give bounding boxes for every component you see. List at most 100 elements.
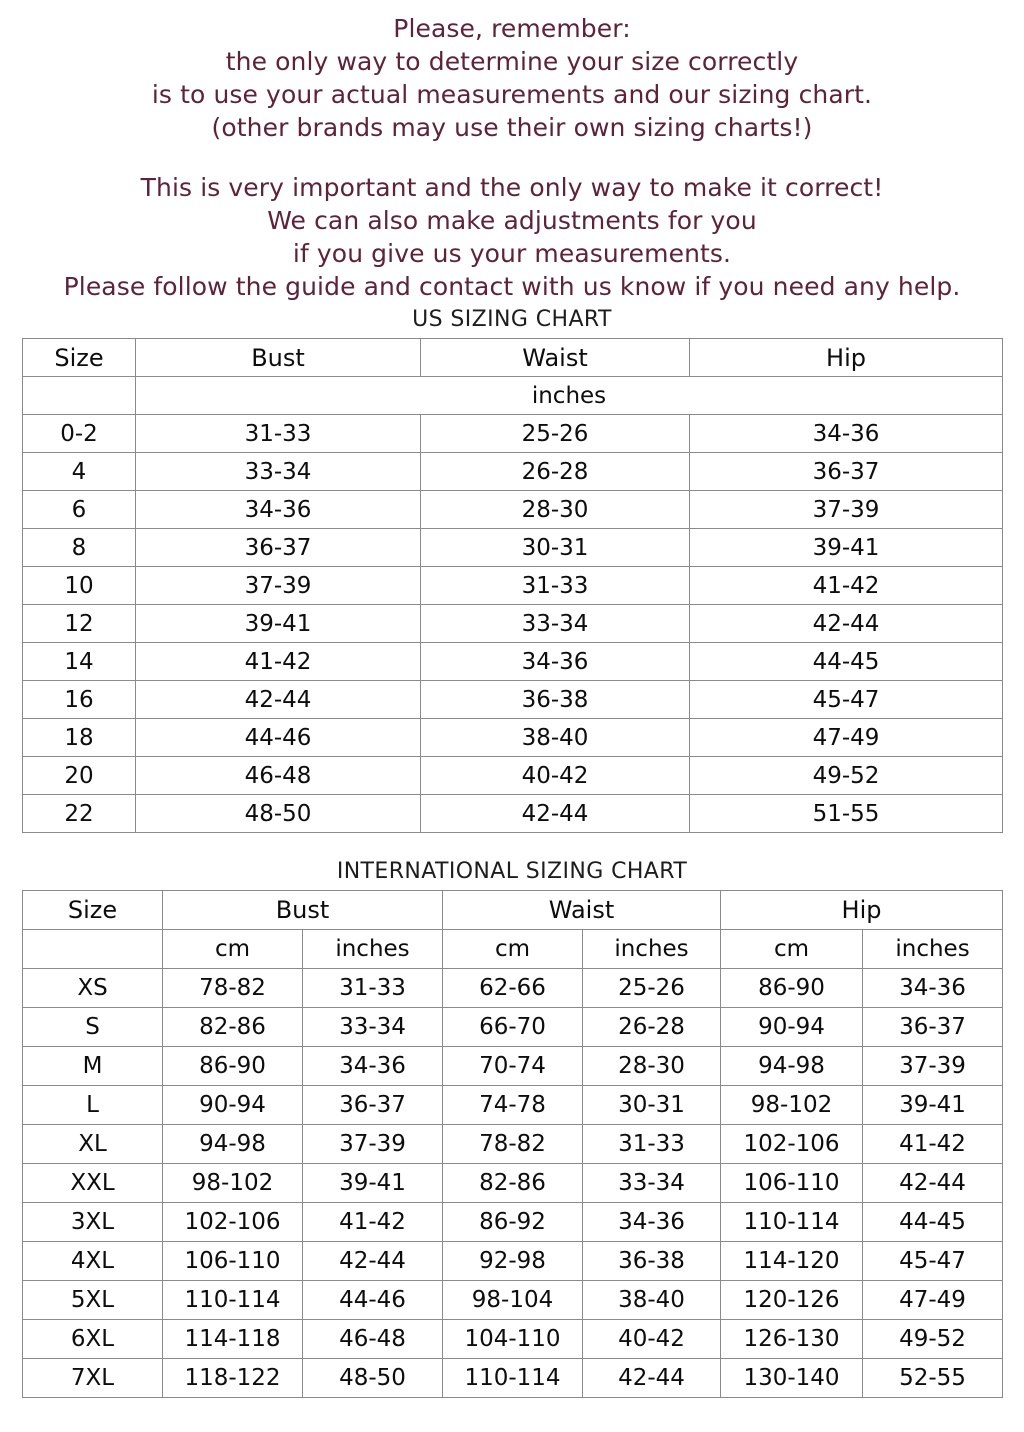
table-row: 20 46-48 40-42 49-52 bbox=[22, 756, 1003, 795]
table-row: 16 42-44 36-38 45-47 bbox=[22, 680, 1003, 719]
intl-cell-size: M bbox=[22, 1046, 163, 1086]
intl-cell-bust-in: 37-39 bbox=[302, 1124, 443, 1164]
table-row: S 82-86 33-34 66-70 26-28 90-94 36-37 bbox=[22, 1007, 1004, 1047]
us-chart-container: Size Bust Waist Hip inches 0-2 31-33 25-26… bbox=[0, 338, 1024, 833]
intl-cell-hip-cm: 130-140 bbox=[720, 1358, 864, 1398]
intl-cell-waist-cm: 104-110 bbox=[442, 1319, 583, 1359]
us-chart-title: US SIZING CHART bbox=[412, 307, 612, 332]
intl-cell-hip-in: 37-39 bbox=[862, 1046, 1004, 1086]
intl-cell-hip-cm: 90-94 bbox=[720, 1007, 864, 1047]
us-table-head: Size Bust Waist Hip inches bbox=[22, 338, 1003, 415]
intl-cell-bust-cm: 78-82 bbox=[162, 968, 303, 1008]
intl-cell-waist-in: 38-40 bbox=[581, 1280, 722, 1320]
intl-cell-waist-cm: 86-92 bbox=[442, 1202, 583, 1242]
intl-cell-waist-cm: 98-104 bbox=[442, 1280, 583, 1320]
intl-cell-hip-cm: 120-126 bbox=[720, 1280, 864, 1320]
intl-cell-waist-in: 34-36 bbox=[581, 1202, 722, 1242]
us-cell-hip: 45-47 bbox=[689, 680, 1003, 719]
us-cell-size: 22 bbox=[22, 794, 136, 833]
intl-cell-waist-in: 42-44 bbox=[581, 1358, 722, 1398]
intro-line: the only way to determine your size corr… bbox=[225, 47, 799, 76]
intl-cell-bust-cm: 82-86 bbox=[162, 1007, 303, 1047]
us-cell-waist: 26-28 bbox=[420, 452, 690, 491]
intl-sub-bust-in: inches bbox=[302, 929, 443, 969]
us-cell-hip: 34-36 bbox=[689, 414, 1003, 453]
intro-blank-line bbox=[0, 144, 1024, 171]
intl-table-body: XS 78-82 31-33 62-66 25-26 86-90 34-36 S 82-86 33… bbox=[22, 968, 1004, 1398]
intl-col-header-bust: Bust bbox=[162, 890, 443, 930]
intl-header-row: Size Bust Waist Hip bbox=[22, 890, 1004, 930]
us-cell-hip: 42-44 bbox=[689, 604, 1003, 643]
us-cell-bust: 46-48 bbox=[135, 756, 421, 795]
us-cell-waist: 36-38 bbox=[420, 680, 690, 719]
table-row: 6XL 114-118 46-48 104-110 40-42 126-130 49-52 bbox=[22, 1319, 1004, 1359]
us-cell-size: 6 bbox=[22, 490, 136, 529]
intl-cell-size: 6XL bbox=[22, 1319, 163, 1359]
intl-cell-bust-cm: 90-94 bbox=[162, 1085, 303, 1125]
intl-cell-hip-cm: 106-110 bbox=[720, 1163, 864, 1203]
intl-cell-bust-cm: 102-106 bbox=[162, 1202, 303, 1242]
intl-cell-waist-cm: 62-66 bbox=[442, 968, 583, 1008]
table-row: 12 39-41 33-34 42-44 bbox=[22, 604, 1003, 643]
table-row: 4XL 106-110 42-44 92-98 36-38 114-120 45-47 bbox=[22, 1241, 1004, 1281]
intl-sub-waist-cm: cm bbox=[442, 929, 583, 969]
intl-cell-hip-in: 42-44 bbox=[862, 1163, 1004, 1203]
intro-line: Please follow the guide and contact with… bbox=[63, 272, 961, 301]
intl-cell-waist-cm: 66-70 bbox=[442, 1007, 583, 1047]
intl-cell-bust-cm: 118-122 bbox=[162, 1358, 303, 1398]
us-cell-waist: 42-44 bbox=[420, 794, 690, 833]
table-row: 22 48-50 42-44 51-55 bbox=[22, 794, 1003, 833]
intl-cell-hip-cm: 114-120 bbox=[720, 1241, 864, 1281]
section-spacer bbox=[0, 833, 1024, 855]
intl-cell-bust-in: 31-33 bbox=[302, 968, 443, 1008]
us-cell-waist: 40-42 bbox=[420, 756, 690, 795]
intro-line: We can also make adjustments for you bbox=[267, 206, 757, 235]
table-row: 6 34-36 28-30 37-39 bbox=[22, 490, 1003, 529]
intro-line: is to use your actual measurements and o… bbox=[151, 80, 873, 109]
intl-chart-title: INTERNATIONAL SIZING CHART bbox=[336, 859, 688, 884]
us-cell-hip: 49-52 bbox=[689, 756, 1003, 795]
intl-sub-size-blank bbox=[22, 929, 163, 969]
intl-sub-hip-in: inches bbox=[862, 929, 1004, 969]
intl-cell-size: XS bbox=[22, 968, 163, 1008]
intl-subheader-row: cm inches cm inches cm inches bbox=[22, 929, 1004, 969]
intl-cell-size: 4XL bbox=[22, 1241, 163, 1281]
intl-cell-bust-cm: 106-110 bbox=[162, 1241, 303, 1281]
intro-line: This is very important and the only way … bbox=[140, 173, 884, 202]
intl-cell-waist-cm: 74-78 bbox=[442, 1085, 583, 1125]
intl-cell-waist-in: 26-28 bbox=[581, 1007, 722, 1047]
us-cell-hip: 39-41 bbox=[689, 528, 1003, 567]
us-cell-size: 10 bbox=[22, 566, 136, 605]
table-row: 8 36-37 30-31 39-41 bbox=[22, 528, 1003, 567]
intl-cell-size: XL bbox=[22, 1124, 163, 1164]
intl-cell-waist-in: 28-30 bbox=[581, 1046, 722, 1086]
intl-cell-waist-cm: 92-98 bbox=[442, 1241, 583, 1281]
intl-cell-bust-in: 44-46 bbox=[302, 1280, 443, 1320]
intl-table-head: Size Bust Waist Hip cm inches cm inches … bbox=[22, 890, 1004, 969]
intl-cell-size: XXL bbox=[22, 1163, 163, 1203]
us-col-header-size: Size bbox=[22, 338, 136, 377]
us-cell-hip: 37-39 bbox=[689, 490, 1003, 529]
intl-cell-hip-cm: 86-90 bbox=[720, 968, 864, 1008]
us-table-body: 0-2 31-33 25-26 34-36 4 33-34 26-28 36-37 6 34-36… bbox=[22, 414, 1003, 833]
intl-cell-hip-in: 49-52 bbox=[862, 1319, 1004, 1359]
table-row: 5XL 110-114 44-46 98-104 38-40 120-126 47-49 bbox=[22, 1280, 1004, 1320]
us-cell-size: 20 bbox=[22, 756, 136, 795]
table-row: 10 37-39 31-33 41-42 bbox=[22, 566, 1003, 605]
intl-cell-size: L bbox=[22, 1085, 163, 1125]
us-cell-hip: 47-49 bbox=[689, 718, 1003, 757]
intl-cell-bust-in: 48-50 bbox=[302, 1358, 443, 1398]
intl-cell-bust-in: 46-48 bbox=[302, 1319, 443, 1359]
intl-cell-waist-in: 30-31 bbox=[581, 1085, 722, 1125]
us-cell-hip: 36-37 bbox=[689, 452, 1003, 491]
table-row: XXL 98-102 39-41 82-86 33-34 106-110 42-44 bbox=[22, 1163, 1004, 1203]
us-col-header-hip: Hip bbox=[689, 338, 1003, 377]
us-cell-size: 4 bbox=[22, 452, 136, 491]
us-cell-size: 18 bbox=[22, 718, 136, 757]
intl-cell-waist-cm: 78-82 bbox=[442, 1124, 583, 1164]
us-cell-bust: 42-44 bbox=[135, 680, 421, 719]
us-col-header-bust: Bust bbox=[135, 338, 421, 377]
us-col-header-waist: Waist bbox=[420, 338, 690, 377]
us-cell-waist: 30-31 bbox=[420, 528, 690, 567]
us-cell-hip: 44-45 bbox=[689, 642, 1003, 681]
